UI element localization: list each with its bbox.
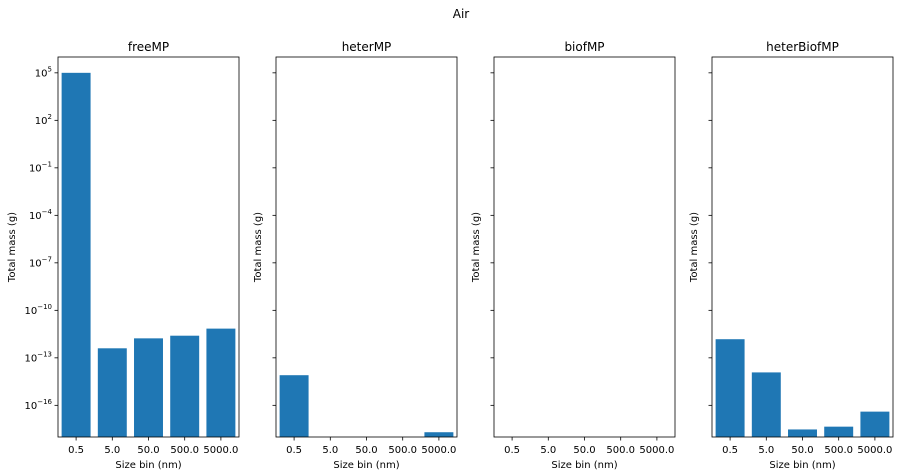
y-tick-label: 102 <box>35 113 52 127</box>
y-tick-label-base: 10 <box>35 68 48 79</box>
y-tick-label-base: 10 <box>35 116 48 127</box>
axes-frame <box>493 56 676 438</box>
bar <box>788 429 817 437</box>
x-tick-label: 500.0 <box>824 445 853 456</box>
x-tick-label: 500.0 <box>606 445 635 456</box>
bar <box>97 348 127 437</box>
bar <box>206 328 236 437</box>
x-tick-label: 50.0 <box>791 445 813 456</box>
x-tick-label: 5.0 <box>540 445 556 456</box>
x-axis-label: Size bin (nm) <box>769 460 835 471</box>
x-tick-label: 0.5 <box>286 445 302 456</box>
x-tick-label: 5000.0 <box>421 445 456 456</box>
y-tick-label-base: 10 <box>24 306 37 317</box>
x-tick-label: 5.0 <box>322 445 338 456</box>
x-axis-label: Size bin (nm) <box>333 460 399 471</box>
y-tick-label: 10−1 <box>29 160 52 174</box>
y-tick-label-base: 10 <box>29 163 42 174</box>
x-axis-label: Size bin (nm) <box>551 460 617 471</box>
y-tick-label-base: 10 <box>29 211 42 222</box>
y-axis-label: Total mass (g) <box>689 212 700 283</box>
y-tick-label: 10−13 <box>24 350 52 364</box>
bar <box>279 375 309 437</box>
subplot-biofMP: 0.5 5.0 50.0 500.0 5000.0 biofMP Size bin (nm)… <box>471 40 676 471</box>
x-tick-label: 50.0 <box>573 445 595 456</box>
bar <box>61 72 91 437</box>
subplot-title: biofMP <box>564 40 604 54</box>
y-tick-label: 10−16 <box>24 398 52 412</box>
x-axis-label: Size bin (nm) <box>115 460 181 471</box>
y-tick-label: 10−10 <box>24 303 52 317</box>
x-tick-label: 50.0 <box>355 445 377 456</box>
bar <box>715 339 745 437</box>
y-tick-label: 10−4 <box>29 208 53 222</box>
y-tick-label-exponent: −4 <box>42 208 53 216</box>
bar <box>751 372 781 437</box>
x-tick-label: 5000.0 <box>203 445 238 456</box>
x-tick-label: 500.0 <box>170 445 199 456</box>
x-tick-label: 5.0 <box>104 445 120 456</box>
y-tick-label-exponent: 2 <box>48 113 52 121</box>
y-axis-label: Total mass (g) <box>7 212 18 283</box>
bar <box>170 335 200 437</box>
y-tick-label-base: 10 <box>29 258 42 269</box>
subplot-title: heterBiofMP <box>766 40 839 54</box>
y-tick-label-exponent: −13 <box>37 350 52 358</box>
x-tick-label: 0.5 <box>722 445 738 456</box>
y-tick-label-base: 10 <box>24 353 37 364</box>
subplot-title: freeMP <box>128 40 169 54</box>
x-tick-label: 500.0 <box>388 445 417 456</box>
x-tick-label: 5000.0 <box>639 445 674 456</box>
y-tick-label-base: 10 <box>24 401 37 412</box>
y-tick-label-exponent: −1 <box>42 160 52 168</box>
figure-suptitle: Air <box>453 7 470 21</box>
bar <box>860 411 890 437</box>
y-tick-label-exponent: 5 <box>48 65 52 73</box>
subplot-title: heterMP <box>342 40 392 54</box>
bar <box>424 432 454 437</box>
x-tick-label: 0.5 <box>68 445 84 456</box>
y-axis-label: Total mass (g) <box>253 212 264 283</box>
y-tick-label-exponent: −7 <box>42 255 52 263</box>
bar <box>134 338 163 437</box>
x-tick-label: 0.5 <box>504 445 520 456</box>
x-tick-label: 5000.0 <box>857 445 892 456</box>
y-tick-label-exponent: −10 <box>37 303 52 311</box>
bar <box>824 426 854 437</box>
x-tick-label: 50.0 <box>137 445 159 456</box>
y-tick-label: 10−7 <box>29 255 52 269</box>
y-axis-label: Total mass (g) <box>471 212 482 283</box>
x-tick-label: 5.0 <box>758 445 774 456</box>
subplot-heterBiofMP: 0.5 5.0 50.0 500.0 5000.0 heterBiofMP Size bin… <box>689 40 894 471</box>
y-tick-label-exponent: −16 <box>37 398 52 406</box>
y-tick-label: 105 <box>35 65 52 79</box>
subplot-heterMP: 0.5 5.0 50.0 500.0 5000.0 heterMP Size bin (nm… <box>253 40 458 471</box>
